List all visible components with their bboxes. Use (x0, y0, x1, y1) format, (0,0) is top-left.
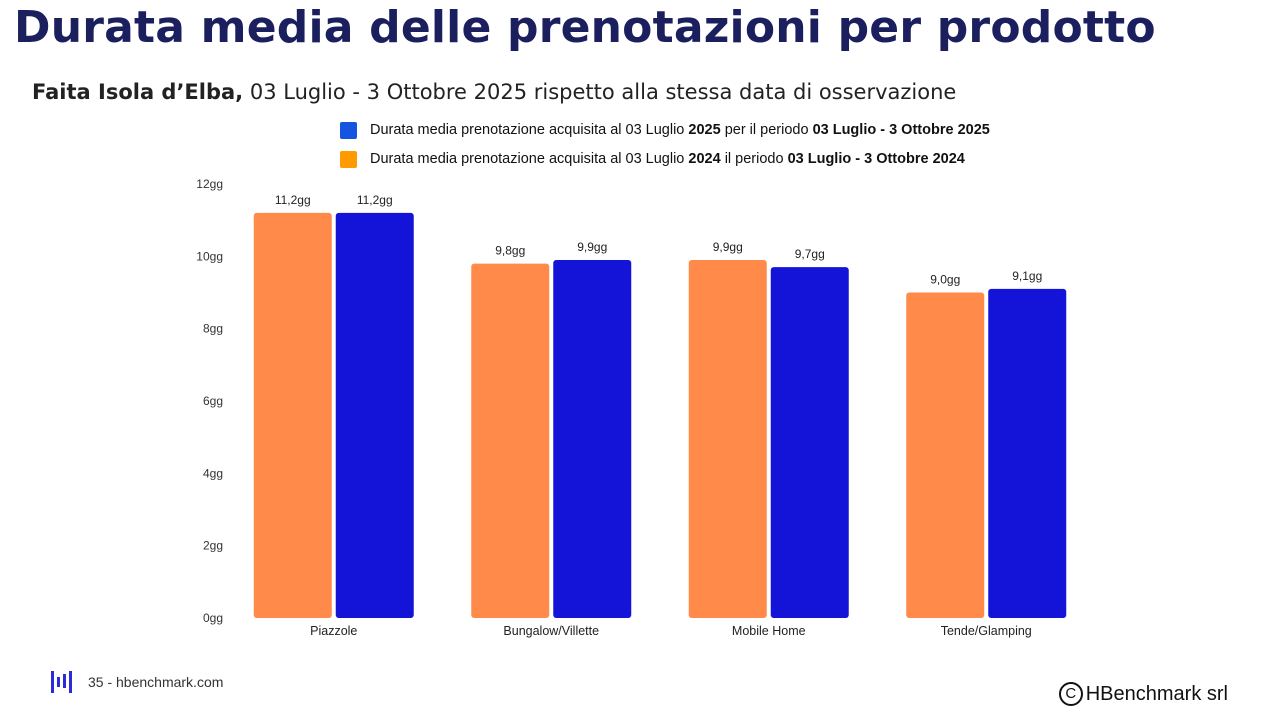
chart-subtitle: Faita Isola d’Elba, 03 Luglio - 3 Ottobr… (32, 80, 956, 104)
legend-swatch-2025 (340, 121, 357, 139)
y-tick-label: 8gg (203, 322, 223, 336)
legend-text-2024: Durata media prenotazione acquisita al 0… (370, 151, 965, 167)
x-tick-label: Tende/Glamping (941, 624, 1032, 638)
footer-page-text: 35 - hbenchmark.com (88, 674, 224, 690)
data-label: 9,9gg (713, 240, 743, 254)
bar (471, 263, 550, 618)
bar (906, 292, 985, 618)
data-label: 11,2gg (357, 193, 393, 207)
data-label: 9,7gg (795, 247, 825, 261)
data-label: 11,2gg (275, 193, 311, 207)
data-label: 9,0gg (930, 273, 960, 287)
copyright-icon: C (1058, 682, 1083, 706)
y-tick-label: 0gg (203, 611, 223, 625)
footer-company: HBenchmark srl (1085, 682, 1228, 705)
bar (770, 267, 849, 618)
data-label: 9,8gg (495, 244, 525, 258)
legend-item-2025: Durata media prenotazione acquisita al 0… (340, 120, 990, 140)
bar (988, 288, 1067, 618)
subtitle-text: 03 Luglio - 3 Ottobre 2025 rispetto alla… (243, 80, 957, 104)
footer-copyright: C HBenchmark srl (1058, 682, 1228, 706)
legend-text-2025: Durata media prenotazione acquisita al 0… (370, 122, 990, 138)
bar (335, 212, 414, 618)
page-title: Durata media delle prenotazioni per prod… (14, 2, 1156, 53)
data-label: 9,1gg (1012, 269, 1042, 283)
y-tick-label: 2gg (203, 539, 223, 553)
y-tick-label: 4gg (203, 466, 223, 480)
x-tick-label: Bungalow/Villette (503, 624, 599, 638)
x-tick-label: Piazzole (310, 624, 357, 638)
subtitle-location: Faita Isola d’Elba, (32, 80, 244, 104)
bar (253, 212, 332, 618)
hbenchmark-logo-icon (51, 671, 72, 693)
y-tick-label: 10gg (196, 249, 223, 263)
bar (553, 259, 632, 618)
footer-page: 35 - hbenchmark.com (50, 670, 223, 694)
y-tick-label: 6gg (203, 394, 223, 408)
chart-legend: Durata media prenotazione acquisita al 0… (340, 120, 990, 178)
legend-swatch-2024 (340, 150, 357, 168)
data-label: 9,9gg (577, 240, 607, 254)
bar (688, 259, 767, 618)
y-tick-label: 12gg (196, 177, 223, 191)
x-tick-label: Mobile Home (732, 624, 806, 638)
legend-item-2024: Durata media prenotazione acquisita al 0… (340, 149, 990, 169)
